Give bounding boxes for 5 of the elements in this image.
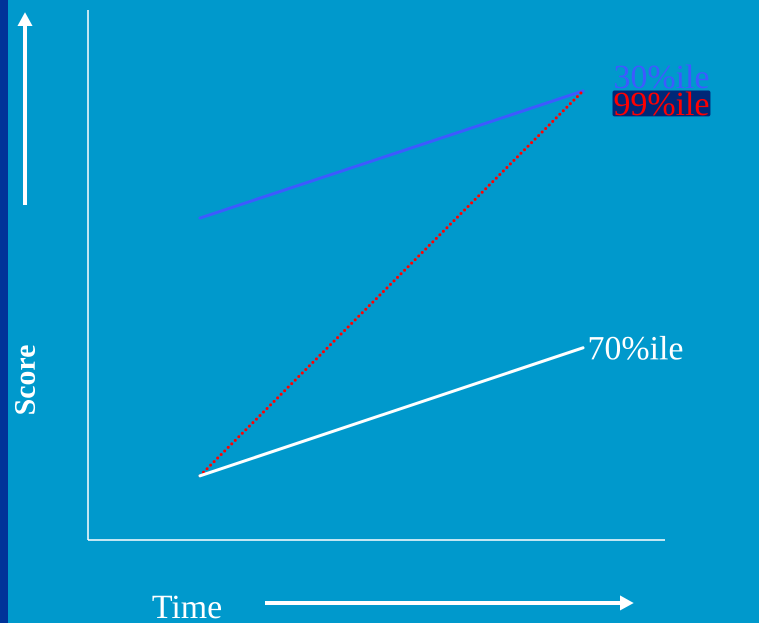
- series-label: 70%ile: [590, 336, 682, 360]
- x-axis-title: Time: [152, 596, 221, 618]
- series-label: 30%ile: [615, 64, 708, 88]
- series-label: 99%ile: [614, 91, 708, 116]
- y-axis-title: Score: [14, 345, 36, 414]
